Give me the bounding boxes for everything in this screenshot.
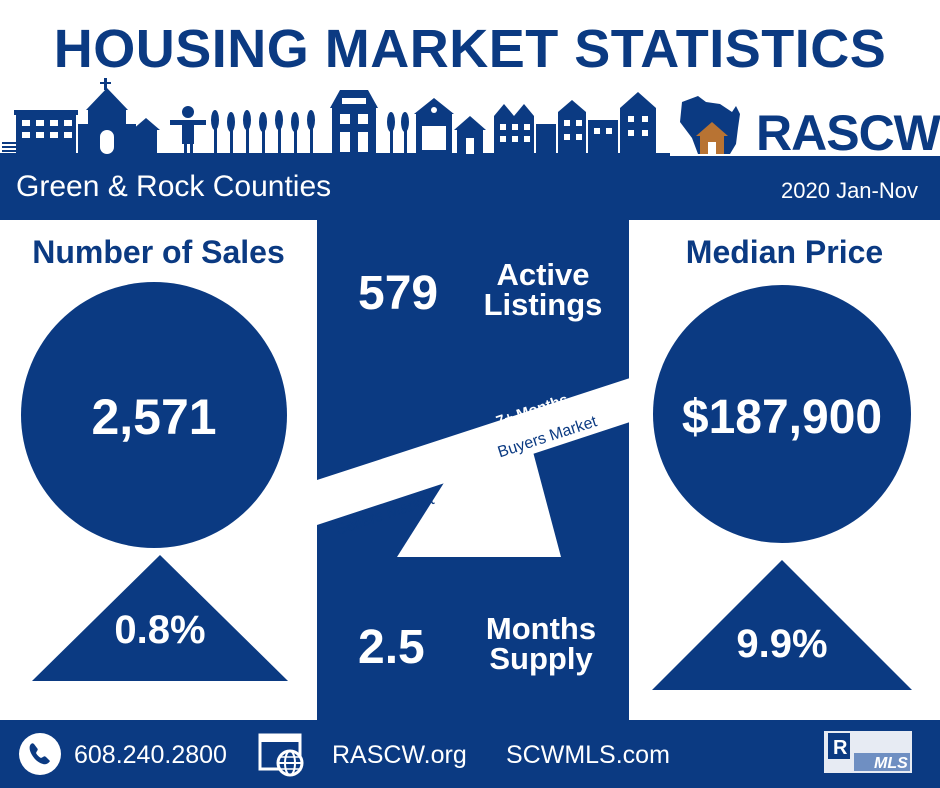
sales-value: 2,571	[91, 389, 217, 445]
months-supply-count: 2.5	[358, 621, 425, 674]
sales-circle	[21, 282, 287, 548]
market-scale-seesaw: 0-5 Months Sellers Market 7+ Months Buye…	[317, 378, 630, 557]
supply-label-line2: Supply	[489, 641, 593, 676]
price-heading: Median Price	[685, 234, 884, 270]
sales-increase-triangle	[32, 555, 288, 681]
report-period: 2020 Jan-Nov	[781, 178, 918, 203]
scale-beam	[317, 378, 630, 525]
active-listings-count: 579	[358, 267, 439, 320]
town-skyline-illustration	[0, 78, 670, 156]
active-listings-label: Active Listings	[470, 257, 616, 322]
region-banner	[0, 156, 940, 220]
phone-number[interactable]: 608.240.2800	[74, 741, 227, 769]
mls-badge: MLS	[874, 755, 908, 772]
price-change: 9.9%	[736, 622, 828, 666]
realtor-mls-logo: R MLS	[824, 731, 912, 773]
house-icon	[696, 122, 728, 154]
rascw-website-link[interactable]: RASCW.org	[332, 741, 467, 769]
price-value: $187,900	[681, 391, 883, 444]
price-circle	[653, 285, 911, 543]
sales-heading: Number of Sales	[32, 234, 285, 270]
phone-icon	[19, 733, 61, 775]
region-name: Green & Rock Counties	[16, 170, 332, 203]
wisconsin-map-icon	[680, 96, 740, 154]
active-label-line1: Active	[496, 257, 590, 292]
price-increase-triangle	[652, 560, 912, 690]
brand-logo: RASCW	[756, 105, 940, 161]
footer-bar	[0, 720, 940, 788]
page-title: HOUSING MARKET STATISTICS	[53, 19, 887, 79]
scwmls-website-link[interactable]: SCWMLS.com	[506, 741, 670, 769]
supply-label-line1: Months	[485, 611, 597, 646]
realtor-icon: R	[828, 733, 850, 759]
svg-text:R: R	[833, 737, 848, 759]
months-supply-label: Months Supply	[468, 611, 614, 676]
web-browser-icon	[258, 733, 304, 777]
sales-change: 0.8%	[114, 608, 206, 652]
active-label-line2: Listings	[483, 287, 603, 322]
scale-fulcrum	[397, 448, 561, 557]
